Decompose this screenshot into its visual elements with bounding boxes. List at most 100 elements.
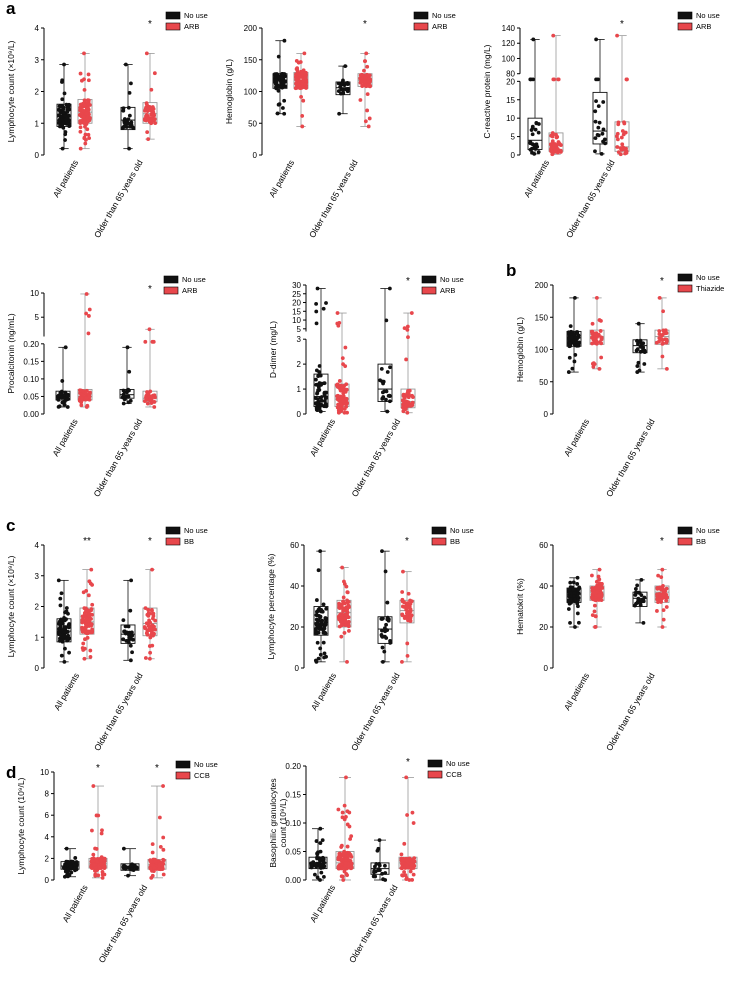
- data-point: [152, 865, 157, 870]
- legend-swatch: [421, 275, 437, 284]
- box-bb-1: [654, 567, 670, 629]
- data-point: [572, 591, 577, 595]
- data-point: [573, 296, 577, 300]
- data-point: [128, 608, 133, 613]
- data-point: [590, 321, 595, 326]
- y-tick-label: 3: [35, 56, 40, 65]
- data-point: [374, 862, 379, 866]
- data-point: [556, 77, 561, 82]
- data-point: [65, 405, 70, 409]
- data-point: [534, 121, 539, 126]
- data-point: [276, 102, 281, 107]
- y-tick-label: 2: [35, 88, 40, 97]
- data-point: [337, 321, 342, 325]
- data-point: [79, 400, 84, 405]
- data-point: [151, 110, 156, 115]
- data-point: [309, 863, 314, 868]
- data-point: [78, 388, 82, 393]
- box-bb-0: [79, 567, 95, 661]
- data-point: [322, 655, 326, 660]
- chart-3: 0.00 0.05 0.10 0.15 0.20 5 10 Procalcitonin (ng…: [6, 275, 206, 499]
- data-point: [90, 630, 94, 635]
- data-point: [61, 121, 66, 126]
- data-point: [552, 145, 556, 150]
- data-point: [359, 79, 363, 84]
- data-point: [384, 318, 389, 323]
- data-point: [123, 624, 128, 629]
- data-point: [318, 849, 323, 854]
- significance-mark: *: [406, 757, 410, 768]
- box-no-use-0: [527, 37, 543, 156]
- data-point: [319, 870, 324, 875]
- data-point: [65, 393, 69, 398]
- data-point: [80, 396, 84, 401]
- data-point: [144, 102, 149, 106]
- data-point: [593, 598, 598, 603]
- data-point: [401, 857, 406, 862]
- data-point: [380, 396, 385, 401]
- y-tick-label: 40: [290, 582, 299, 591]
- data-point: [342, 631, 347, 635]
- data-point: [161, 784, 165, 788]
- data-point: [148, 656, 152, 661]
- data-point: [143, 606, 148, 611]
- data-point: [82, 612, 87, 616]
- data-point: [128, 658, 133, 663]
- data-point: [131, 126, 136, 130]
- panel-label-b: b: [506, 261, 516, 280]
- data-point: [536, 150, 541, 154]
- y-tick-label: 0: [544, 410, 549, 419]
- data-point: [56, 578, 61, 583]
- data-point: [336, 807, 341, 812]
- data-point: [82, 51, 86, 56]
- data-point: [86, 132, 91, 137]
- data-point: [575, 331, 580, 336]
- data-point: [385, 409, 390, 414]
- data-point: [660, 333, 664, 338]
- data-point: [320, 622, 324, 627]
- data-point: [60, 146, 65, 151]
- y-tick-label: 5: [511, 133, 516, 142]
- data-point: [336, 385, 340, 389]
- data-point: [363, 119, 368, 124]
- data-point: [337, 379, 342, 383]
- y-tick-label: 0: [35, 151, 40, 160]
- legend-swatch: [431, 537, 447, 546]
- data-point: [388, 365, 392, 370]
- data-point: [661, 608, 666, 613]
- legend-swatch: [163, 275, 179, 284]
- data-point: [94, 813, 99, 818]
- legend-swatch: [163, 286, 179, 295]
- y-axis-label: D-dimer (mg/L): [268, 321, 278, 378]
- data-point: [336, 865, 341, 869]
- data-point: [59, 653, 64, 658]
- data-point: [318, 646, 323, 651]
- data-point: [381, 877, 385, 882]
- y-tick-label: 0.00: [285, 876, 301, 885]
- data-point: [636, 590, 641, 595]
- data-point: [405, 391, 410, 396]
- data-point: [91, 852, 96, 857]
- y-axis-label: Lymphocyte percentage (%): [266, 553, 276, 659]
- x-category-label: All patients: [267, 158, 296, 199]
- data-point: [83, 141, 88, 146]
- data-point: [658, 598, 663, 603]
- data-point: [144, 51, 149, 56]
- data-point: [620, 142, 625, 147]
- data-point: [596, 104, 601, 109]
- data-point: [299, 94, 304, 99]
- data-point: [324, 606, 329, 611]
- y-tick-label: 0: [45, 876, 50, 885]
- data-point: [60, 97, 65, 102]
- data-point: [318, 549, 323, 554]
- legend-label: ARB: [432, 22, 447, 31]
- data-point: [401, 569, 405, 574]
- data-point: [337, 624, 342, 629]
- legend-label: ARB: [182, 286, 197, 295]
- data-point: [344, 815, 348, 819]
- data-point: [84, 396, 89, 400]
- data-point: [594, 341, 599, 346]
- data-point: [130, 633, 135, 638]
- data-point: [152, 400, 157, 404]
- data-point: [78, 71, 83, 76]
